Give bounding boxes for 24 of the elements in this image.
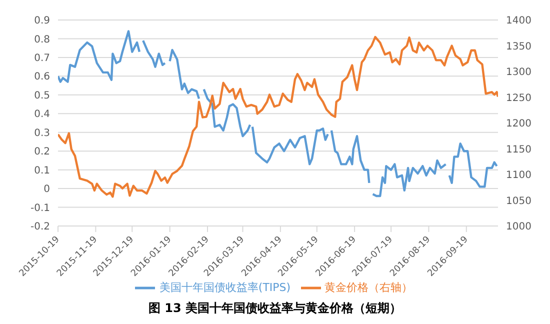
y2-tick-label: 1100 [506, 170, 532, 182]
legend-label: 黄金价格（右轴） [324, 281, 413, 294]
y2-tick-label: 1250 [506, 92, 532, 104]
legend-label: 美国十年国债收益率(TIPS) [159, 281, 291, 294]
y2-tick-label: 1000 [506, 222, 532, 233]
y-tick-label: 0 [44, 184, 50, 196]
y-tick-label: 0.2 [34, 146, 50, 158]
y-tick-label: 0.9 [34, 16, 50, 27]
y2-tick-label: 1400 [506, 16, 532, 27]
y2-tick-label: 1200 [506, 118, 532, 130]
y-tick-label: 0.4 [34, 109, 50, 120]
y-tick-label: -0.2 [30, 222, 50, 233]
y2-tick-label: 1050 [506, 196, 532, 207]
y2-tick-label: 1300 [506, 67, 532, 78]
y2-tick-label: 1150 [506, 144, 532, 156]
y-tick-label: 0.8 [34, 34, 50, 46]
y-tick-label: 0.3 [34, 128, 50, 139]
y-tick-label: 0.7 [34, 53, 50, 64]
y-tick-label: 0.1 [34, 165, 50, 176]
text: 图 13 美国十年国债收益率与黄金价格（短期） [147, 300, 403, 317]
y2-tick-label: 1350 [506, 41, 532, 52]
y-tick-label: 0.5 [34, 90, 50, 102]
y-tick-label: 0.6 [34, 72, 50, 83]
y-tick-label: -0.1 [30, 202, 50, 214]
